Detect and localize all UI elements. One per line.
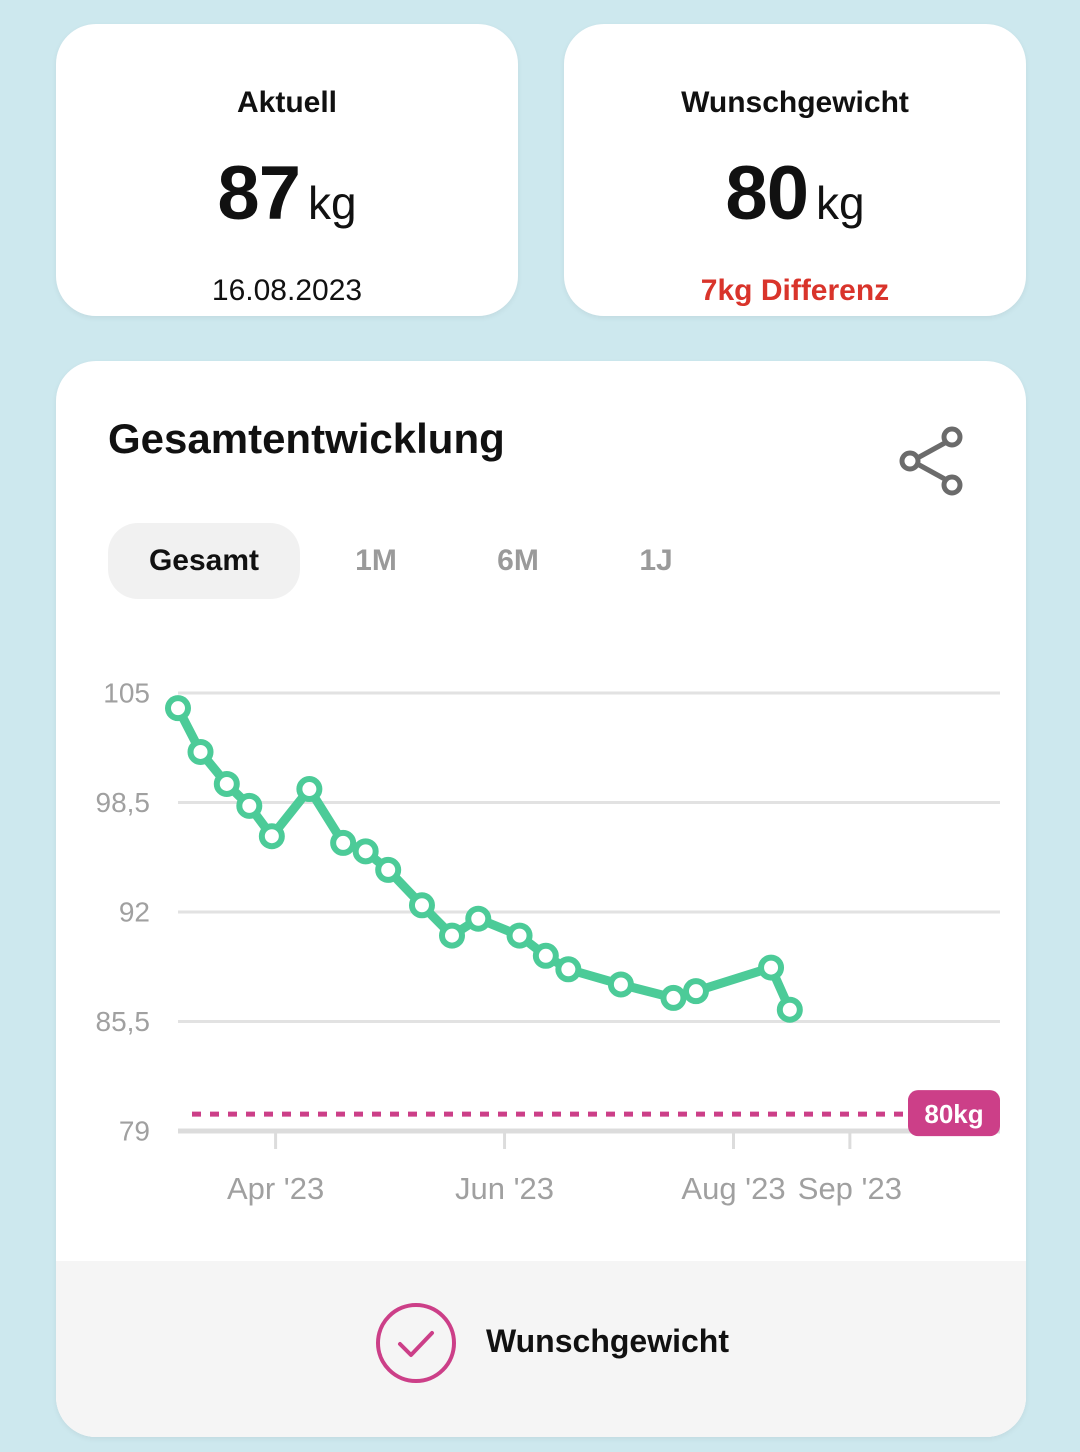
- weight-data-point[interactable]: [408, 892, 435, 919]
- target-weight-badge: [908, 1090, 1000, 1137]
- current-value-number: 87: [217, 151, 301, 236]
- target-value-number: 80: [725, 151, 809, 236]
- target-label: Wunschgewicht: [681, 86, 909, 119]
- target-weight-card[interactable]: Wunschgewicht 80 kg 7kg Differenz: [564, 24, 1026, 316]
- weight-data-point[interactable]: [660, 984, 687, 1011]
- y-tick-label: 98,5: [96, 787, 151, 818]
- tab-1m[interactable]: 1M: [355, 544, 397, 577]
- target-weight-badge-label: 80kg: [924, 1099, 983, 1129]
- weight-series-line: [173, 703, 795, 1015]
- share-button[interactable]: [892, 417, 976, 501]
- weight-data-point[interactable]: [236, 792, 263, 819]
- current-weight-card: Aktuell 87 kg 16.08.2023: [56, 24, 518, 316]
- y-tick-label: 105: [103, 677, 150, 708]
- current-value: 87 kg: [56, 150, 518, 237]
- weight-data-point[interactable]: [258, 823, 285, 850]
- weight-data-point[interactable]: [352, 838, 379, 865]
- target-weight-toggle[interactable]: Wunschgewicht: [56, 1261, 1026, 1437]
- weight-data-point[interactable]: [555, 956, 582, 983]
- weight-data-point[interactable]: [776, 996, 803, 1023]
- weight-data-point[interactable]: [532, 942, 559, 969]
- check-circle-icon: [376, 1303, 456, 1383]
- target-weight-toggle-label: Wunschgewicht: [486, 1323, 729, 1359]
- y-tick-label: 79: [119, 1115, 150, 1146]
- x-tick-label: Apr '23: [227, 1171, 324, 1206]
- weight-data-point[interactable]: [375, 856, 402, 883]
- target-difference: 7kg Differenz: [700, 274, 890, 307]
- progress-chart-card: Gesamtentwicklung Gesamt 1M 6M 1J 80kg 1…: [56, 361, 1026, 1437]
- weight-data-point[interactable]: [165, 695, 191, 722]
- weight-line-chart: 80kg 105 98,5 92 85,5 79 Apr '23 Jun '23 Aug '2…: [96, 677, 1000, 1206]
- weight-data-point[interactable]: [187, 738, 214, 765]
- target-value-unit: kg: [815, 177, 865, 229]
- current-label: Aktuell: [236, 86, 338, 119]
- x-tick-label: Sep '23: [798, 1171, 902, 1206]
- current-date: 16.08.2023: [211, 274, 363, 307]
- weight-data-point[interactable]: [213, 770, 240, 797]
- target-value: 80 kg: [564, 150, 1026, 237]
- tab-gesamt[interactable]: Gesamt: [108, 523, 300, 599]
- chart-title: Gesamtentwicklung: [108, 415, 505, 462]
- weight-data-point[interactable]: [296, 776, 323, 803]
- weight-data-point[interactable]: [465, 905, 492, 932]
- x-tick-label: Jun '23: [455, 1171, 554, 1206]
- y-tick-label: 85,5: [96, 1006, 151, 1037]
- share-icon: [899, 426, 963, 496]
- current-value-unit: kg: [307, 177, 357, 229]
- weight-data-point[interactable]: [439, 922, 465, 949]
- tab-6m[interactable]: 6M: [497, 544, 539, 577]
- y-tick-label: 92: [119, 896, 150, 927]
- tab-1j[interactable]: 1J: [639, 544, 673, 577]
- weight-data-point[interactable]: [506, 922, 533, 949]
- weight-data-point[interactable]: [330, 829, 357, 856]
- weight-data-point[interactable]: [758, 954, 785, 981]
- weight-data-point[interactable]: [607, 971, 634, 998]
- x-tick-label: Aug '23: [681, 1171, 785, 1206]
- weight-data-point[interactable]: [682, 978, 709, 1005]
